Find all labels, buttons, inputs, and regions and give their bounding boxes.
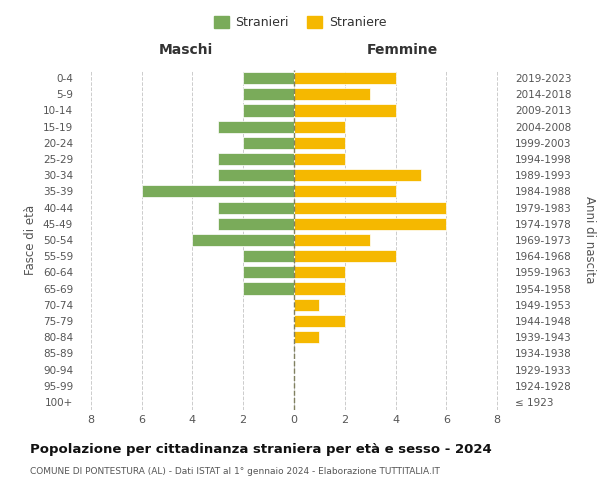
Bar bbox=[218, 202, 294, 213]
Bar bbox=[243, 104, 294, 117]
Bar bbox=[218, 153, 294, 165]
Y-axis label: Fasce di età: Fasce di età bbox=[25, 205, 37, 275]
Legend: Stranieri, Straniere: Stranieri, Straniere bbox=[209, 11, 391, 34]
Bar bbox=[294, 169, 421, 181]
Bar bbox=[294, 282, 345, 294]
Bar bbox=[294, 234, 370, 246]
Bar bbox=[294, 120, 345, 132]
Bar bbox=[243, 266, 294, 278]
Bar bbox=[218, 169, 294, 181]
Bar bbox=[294, 202, 446, 213]
Text: COMUNE DI PONTESTURA (AL) - Dati ISTAT al 1° gennaio 2024 - Elaborazione TUTTITA: COMUNE DI PONTESTURA (AL) - Dati ISTAT a… bbox=[30, 468, 440, 476]
Bar bbox=[294, 315, 345, 327]
Bar bbox=[294, 186, 395, 198]
Y-axis label: Anni di nascita: Anni di nascita bbox=[583, 196, 596, 284]
Bar bbox=[294, 72, 395, 84]
Text: Popolazione per cittadinanza straniera per età e sesso - 2024: Popolazione per cittadinanza straniera p… bbox=[30, 442, 492, 456]
Bar bbox=[294, 88, 370, 101]
Bar bbox=[142, 186, 294, 198]
Bar bbox=[294, 104, 395, 117]
Bar bbox=[218, 218, 294, 230]
Bar bbox=[294, 266, 345, 278]
Text: Maschi: Maschi bbox=[159, 44, 213, 58]
Text: Femmine: Femmine bbox=[367, 44, 437, 58]
Bar bbox=[294, 250, 395, 262]
Bar bbox=[243, 88, 294, 101]
Bar bbox=[193, 234, 294, 246]
Bar bbox=[294, 137, 345, 149]
Bar bbox=[243, 250, 294, 262]
Bar bbox=[243, 282, 294, 294]
Bar bbox=[294, 218, 446, 230]
Bar bbox=[294, 153, 345, 165]
Bar bbox=[294, 298, 319, 311]
Bar bbox=[294, 331, 319, 343]
Bar bbox=[243, 72, 294, 84]
Bar bbox=[243, 137, 294, 149]
Bar bbox=[218, 120, 294, 132]
